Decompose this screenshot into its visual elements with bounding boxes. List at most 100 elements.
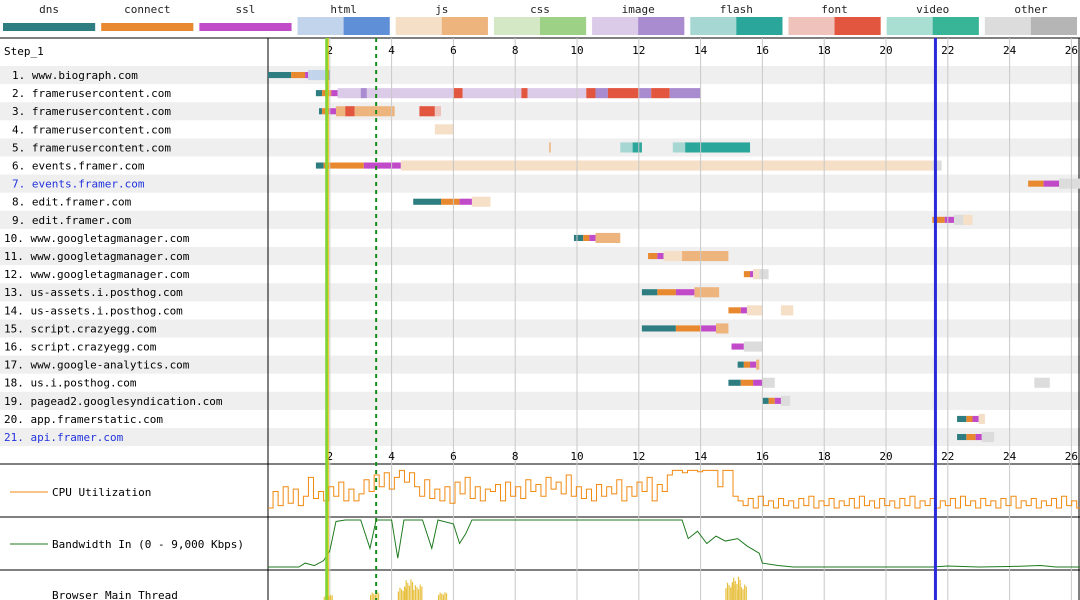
main-thread-label: Browser Main Thread: [52, 589, 178, 600]
download-segment: [462, 88, 522, 99]
download-segment: [669, 88, 701, 99]
download-segment: [746, 305, 763, 316]
request-label: 15. script.crazyegg.com: [4, 322, 157, 335]
main-thread-bar: [407, 582, 409, 600]
dns-phase: [641, 289, 658, 296]
connect-phase: [966, 415, 973, 422]
download-segment: [743, 341, 763, 352]
legend-label: other: [1014, 3, 1047, 16]
main-thread-bar: [736, 583, 738, 600]
main-thread-bar: [330, 594, 332, 600]
legend-item-other: other: [984, 3, 1077, 35]
request-label: 8. edit.framer.com: [12, 196, 132, 209]
ssl-phase: [331, 90, 338, 97]
tick-label-bottom: 12: [632, 450, 645, 463]
cpu-label: CPU Utilization: [52, 486, 151, 499]
request-bar: [641, 323, 729, 334]
tick-label-bottom: 22: [941, 450, 954, 463]
download-segment: [953, 214, 964, 225]
download-segment: [1059, 178, 1080, 189]
dns-phase: [268, 72, 292, 79]
download-segment: [780, 305, 794, 316]
tick-label-top: 6: [450, 44, 457, 57]
download-segment: [337, 88, 361, 99]
request-bar: [413, 196, 491, 207]
tick-label-top: 16: [756, 44, 769, 57]
bandwidth-line: [268, 519, 1080, 568]
connect-phase: [932, 216, 945, 223]
download-segment: [1034, 377, 1050, 388]
row-stripe: [0, 210, 1080, 229]
row-stripe: [0, 247, 1080, 266]
tick-label-top: 12: [632, 44, 645, 57]
legend-swatch-dark: [540, 17, 587, 35]
download-segment: [595, 88, 608, 99]
legend-item-css: css: [493, 3, 587, 35]
main-thread-bar: [410, 579, 412, 600]
legend-item-connect: connect: [101, 3, 194, 31]
legend-swatch-dark: [932, 17, 979, 35]
main-thread-bar: [400, 589, 403, 600]
main-thread-bar: [397, 591, 399, 600]
download-segment: [685, 142, 751, 153]
tick-label-top: 2: [326, 44, 333, 57]
request-bar: [641, 287, 720, 298]
download-segment: [369, 106, 395, 117]
ssl-phase: [972, 415, 979, 422]
main-thread-bar: [419, 584, 421, 600]
request-bar: [932, 214, 973, 225]
main-thread-bar: [730, 587, 732, 600]
main-thread-bar: [441, 593, 443, 600]
main-thread-bar: [726, 582, 729, 600]
tick-label-bottom: 26: [1065, 450, 1078, 463]
legend-swatch-dark: [1030, 17, 1077, 35]
tick-label-bottom: 10: [570, 450, 583, 463]
tick-label-bottom: 14: [694, 450, 708, 463]
download-segment: [651, 88, 670, 99]
request-label: 18. us.i.posthog.com: [4, 377, 137, 390]
main-thread-bar: [371, 592, 373, 600]
legend-item-flash: flash: [690, 3, 783, 35]
main-thread-bar: [376, 592, 378, 600]
request-bar: [315, 88, 701, 99]
main-thread-bar: [739, 585, 741, 600]
tick-label-top: 8: [512, 44, 519, 57]
legend-label: image: [622, 3, 655, 16]
legend-label: ssl: [236, 3, 256, 16]
main-thread-bar: [416, 587, 418, 600]
main-thread-bar: [745, 586, 747, 600]
dns-phase: [641, 325, 676, 332]
legend-label: flash: [720, 3, 753, 16]
tick-label-top: 24: [1003, 44, 1017, 57]
dns-phase: [728, 379, 741, 386]
legend-label: css: [530, 3, 550, 16]
ssl-phase: [363, 162, 401, 169]
request-label: 21. api.framer.com: [4, 431, 124, 444]
download-segment: [716, 323, 729, 334]
download-segment: [663, 251, 683, 262]
request-bar: [737, 359, 760, 370]
connect-phase: [291, 72, 306, 79]
download-segment: [620, 142, 633, 153]
tick-label-bottom: 16: [756, 450, 769, 463]
legend-swatch: [199, 23, 292, 31]
download-segment: [586, 88, 596, 99]
request-label: 12. www.googletagmanager.com: [4, 268, 190, 281]
ssl-phase: [328, 108, 336, 115]
ssl-phase: [731, 343, 744, 350]
main-thread-bar: [421, 586, 423, 600]
tick-label-bottom: 6: [450, 450, 457, 463]
main-thread-bar: [411, 582, 414, 600]
request-label: 1. www.biograph.com: [12, 69, 138, 82]
main-thread-bar: [331, 595, 333, 600]
connect-phase: [441, 198, 460, 205]
main-thread-graph: Browser Main Thread: [52, 576, 747, 600]
download-segment: [434, 106, 442, 117]
tick-label-top: 22: [941, 44, 954, 57]
request-label: 14. us-assets.i.posthog.com: [4, 304, 183, 317]
request-label: 5. framerusercontent.com: [12, 141, 171, 154]
connect-phase: [743, 271, 751, 278]
download-segment: [434, 124, 454, 135]
connect-phase: [323, 162, 364, 169]
legend-swatch: [3, 23, 96, 31]
